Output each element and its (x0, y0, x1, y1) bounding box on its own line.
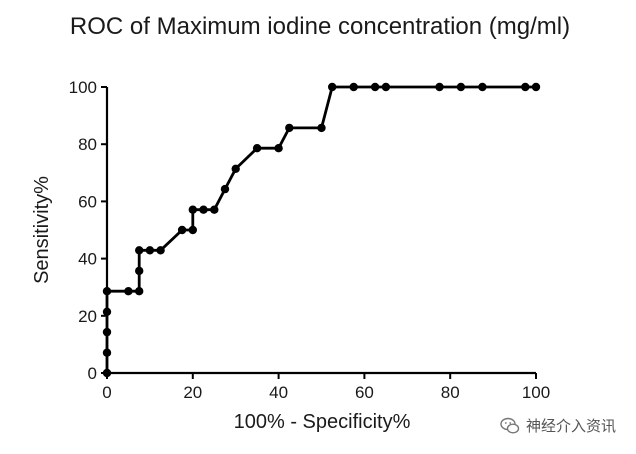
x-tick-label: 40 (269, 383, 288, 402)
data-point (102, 348, 112, 357)
data-point (102, 327, 112, 337)
data-point (102, 307, 112, 316)
y-tick-label: 100 (69, 78, 97, 97)
data-point (188, 225, 197, 235)
x-tick-label: 20 (183, 383, 202, 402)
data-point (370, 82, 380, 92)
data-point (349, 82, 358, 92)
data-point (274, 144, 283, 153)
y-tick-label: 0 (88, 364, 97, 383)
y-tick-label: 40 (78, 250, 97, 269)
data-point (199, 205, 208, 214)
x-tick-label: 0 (102, 383, 111, 402)
y-axis-label: Sensitivity% (31, 176, 53, 284)
chart-title: ROC of Maximum iodine concentration (mg/… (70, 13, 570, 40)
data-point (156, 246, 165, 255)
wechat-logo-icon (500, 417, 520, 434)
data-point (188, 205, 197, 214)
roc-series (102, 82, 541, 378)
data-point (435, 82, 444, 92)
y-tick-label: 20 (78, 307, 97, 326)
data-point (210, 205, 219, 214)
data-point (521, 82, 530, 92)
data-point (102, 287, 112, 296)
data-point (135, 287, 144, 296)
data-point (317, 123, 326, 133)
data-point (145, 246, 155, 255)
data-point (456, 82, 466, 92)
data-point (124, 287, 133, 296)
y-tick-label: 80 (78, 135, 97, 154)
data-point (135, 266, 144, 276)
x-tick-label: 60 (355, 383, 374, 402)
x-axis-label: 100% - Specificity% (234, 411, 411, 433)
data-point (231, 164, 240, 173)
data-point (381, 82, 391, 92)
ticks: 0 20 40 60 80 100 0 20 40 60 80 100 (69, 78, 551, 402)
data-point (328, 82, 337, 92)
data-point (252, 144, 262, 153)
data-point (478, 82, 487, 92)
data-point (102, 368, 112, 378)
data-point (135, 246, 144, 255)
watermark: 神经介入资讯 (500, 415, 616, 436)
x-tick-label: 80 (441, 383, 460, 402)
data-point (220, 184, 230, 194)
data-point (285, 123, 294, 133)
y-tick-label: 60 (78, 192, 97, 211)
data-point (531, 82, 541, 92)
watermark-text: 神经介入资讯 (526, 417, 617, 435)
x-tick-label: 100 (522, 383, 550, 402)
data-point (177, 225, 187, 235)
